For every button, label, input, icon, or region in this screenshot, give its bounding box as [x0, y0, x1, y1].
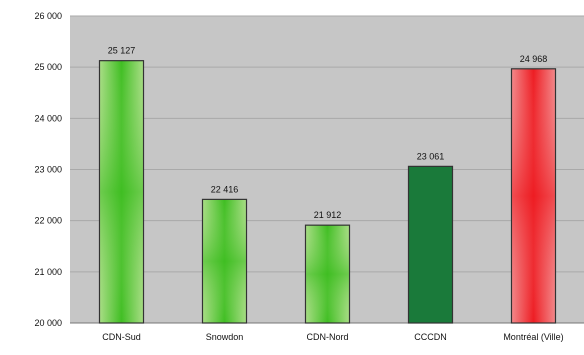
x-tick-label: CDN-Nord	[306, 332, 348, 342]
bar-montr-al-ville: 24 968	[510, 54, 557, 324]
bar	[407, 165, 454, 324]
x-axis-tick-labels: CDN-Sud Snowdon CDN-Nord CCCDN Montréal (Vil…	[102, 332, 563, 342]
bar-cccdn: 23 061	[407, 151, 454, 324]
bar-value-label: 21 912	[314, 210, 342, 220]
y-tick-label: 24 000	[34, 113, 62, 123]
bar-value-label: 24 968	[520, 54, 548, 64]
bar-snowdon: 22 416	[201, 184, 248, 324]
x-tick-label: Montréal (Ville)	[503, 332, 563, 342]
bar-cdn-sud: 25 127	[98, 46, 145, 324]
y-tick-label: 21 000	[34, 267, 62, 277]
bars: 25 127 22 416 21 912 23 061 24 968	[98, 46, 557, 324]
y-tick-label: 20 000	[34, 318, 62, 328]
y-axis-tick-labels: 20 000 21 000 22 000 23 000 24 000 25 000 26 0…	[34, 11, 62, 328]
y-tick-label: 25 000	[34, 62, 62, 72]
bar-glow	[512, 69, 555, 323]
x-tick-label: CDN-Sud	[102, 332, 141, 342]
x-tick-label: Snowdon	[206, 332, 244, 342]
y-tick-label: 26 000	[34, 11, 62, 21]
bar-glow	[203, 199, 246, 323]
y-tick-label: 22 000	[34, 216, 62, 226]
bar-glow	[100, 61, 143, 323]
y-tick-label: 23 000	[34, 165, 62, 175]
x-tick-label: CCCDN	[414, 332, 447, 342]
bar-cdn-nord: 21 912	[304, 210, 351, 324]
bar-value-label: 23 061	[417, 151, 445, 161]
bar-value-label: 25 127	[108, 46, 136, 56]
bar-value-label: 22 416	[211, 184, 239, 194]
bar-glow	[306, 225, 349, 323]
